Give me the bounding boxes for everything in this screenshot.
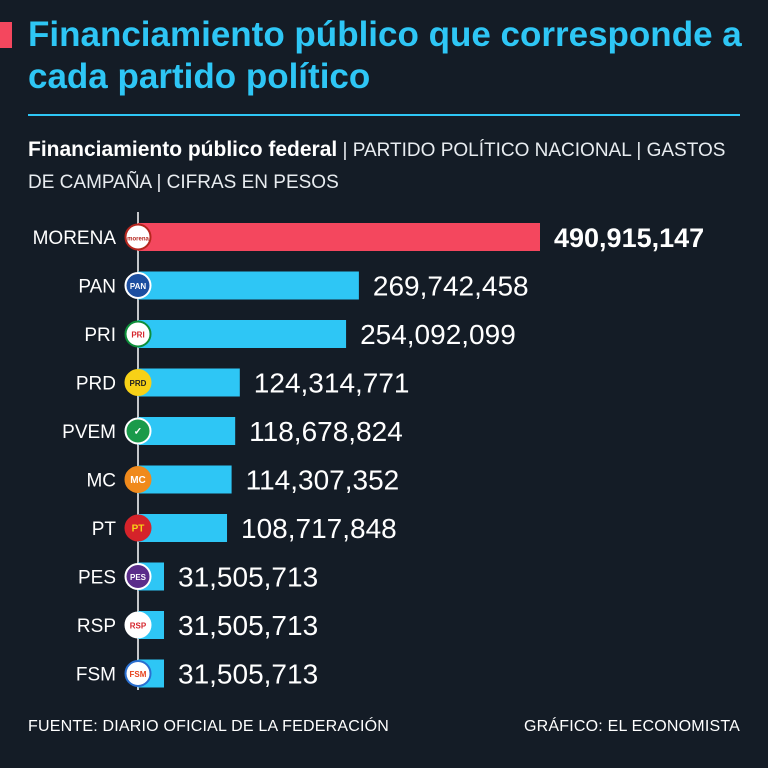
svg-text:FSM: FSM xyxy=(130,670,147,679)
value-label: 269,742,458 xyxy=(373,271,529,302)
bar-prd xyxy=(138,368,240,397)
category-label: FSM xyxy=(76,665,116,686)
svg-text:PAN: PAN xyxy=(130,282,147,291)
bar-pri xyxy=(138,320,347,348)
svg-text:PT: PT xyxy=(132,524,145,535)
credit-note: GRÁFICO: EL ECONOMISTA xyxy=(524,718,740,735)
value-label: 31,505,713 xyxy=(178,562,318,593)
value-label: 31,505,713 xyxy=(178,659,318,690)
svg-text:PRD: PRD xyxy=(130,379,147,388)
party-logo-icon: PT xyxy=(124,514,152,542)
category-label: PES xyxy=(78,568,116,589)
value-label: 124,314,771 xyxy=(254,368,410,399)
value-label: 118,678,824 xyxy=(249,416,403,447)
category-label: MORENA xyxy=(33,228,117,249)
category-label: PAN xyxy=(78,277,116,298)
svg-text:PRI: PRI xyxy=(131,331,144,340)
title-divider xyxy=(28,114,740,116)
chart-subtitle: Financiamiento público federal | PARTIDO… xyxy=(28,134,748,199)
category-label: PVEM xyxy=(62,422,116,443)
party-logo-icon: PRI xyxy=(124,320,152,348)
party-logo-icon: PRD xyxy=(124,369,152,396)
subtitle-details: | PARTIDO POLÍTICO NACIONAL | GASTOS DE … xyxy=(28,140,726,193)
svg-text:MC: MC xyxy=(130,475,146,486)
svg-text:RSP: RSP xyxy=(130,622,147,631)
page-title: Financiamiento público que corresponde a… xyxy=(28,15,742,96)
bar-morena xyxy=(138,223,540,251)
value-label: 254,092,099 xyxy=(360,319,516,350)
category-label: PRI xyxy=(84,325,116,346)
party-logo-icon: FSM xyxy=(124,660,152,687)
category-label: MC xyxy=(86,471,116,492)
value-label: 490,915,147 xyxy=(554,223,704,253)
accent-bar xyxy=(0,22,12,48)
bar-pan xyxy=(138,271,359,300)
svg-text:PES: PES xyxy=(130,573,147,582)
bar-pvem xyxy=(138,417,236,445)
party-logo-icon: RSP xyxy=(124,611,152,639)
party-logo-icon: ✓ xyxy=(124,417,152,445)
bar-pt xyxy=(138,514,228,542)
value-label: 108,717,848 xyxy=(241,513,397,544)
subtitle-lead: Financiamiento público federal xyxy=(28,138,338,161)
value-label: 114,307,352 xyxy=(246,465,400,496)
category-label: RSP xyxy=(77,616,116,637)
category-label: PT xyxy=(92,519,117,540)
svg-text:✓: ✓ xyxy=(134,427,142,438)
value-label: 31,505,713 xyxy=(178,610,318,641)
source-note: FUENTE: DIARIO OFICIAL DE LA FEDERACIÓN xyxy=(28,718,390,735)
party-logo-icon: MC xyxy=(124,466,152,493)
party-logo-icon: PAN xyxy=(124,272,152,299)
svg-text:morena: morena xyxy=(127,237,149,243)
party-logo-icon: morena xyxy=(124,223,152,251)
bar-mc xyxy=(138,465,232,494)
category-label: PRD xyxy=(76,374,116,395)
party-logo-icon: PES xyxy=(124,563,152,590)
